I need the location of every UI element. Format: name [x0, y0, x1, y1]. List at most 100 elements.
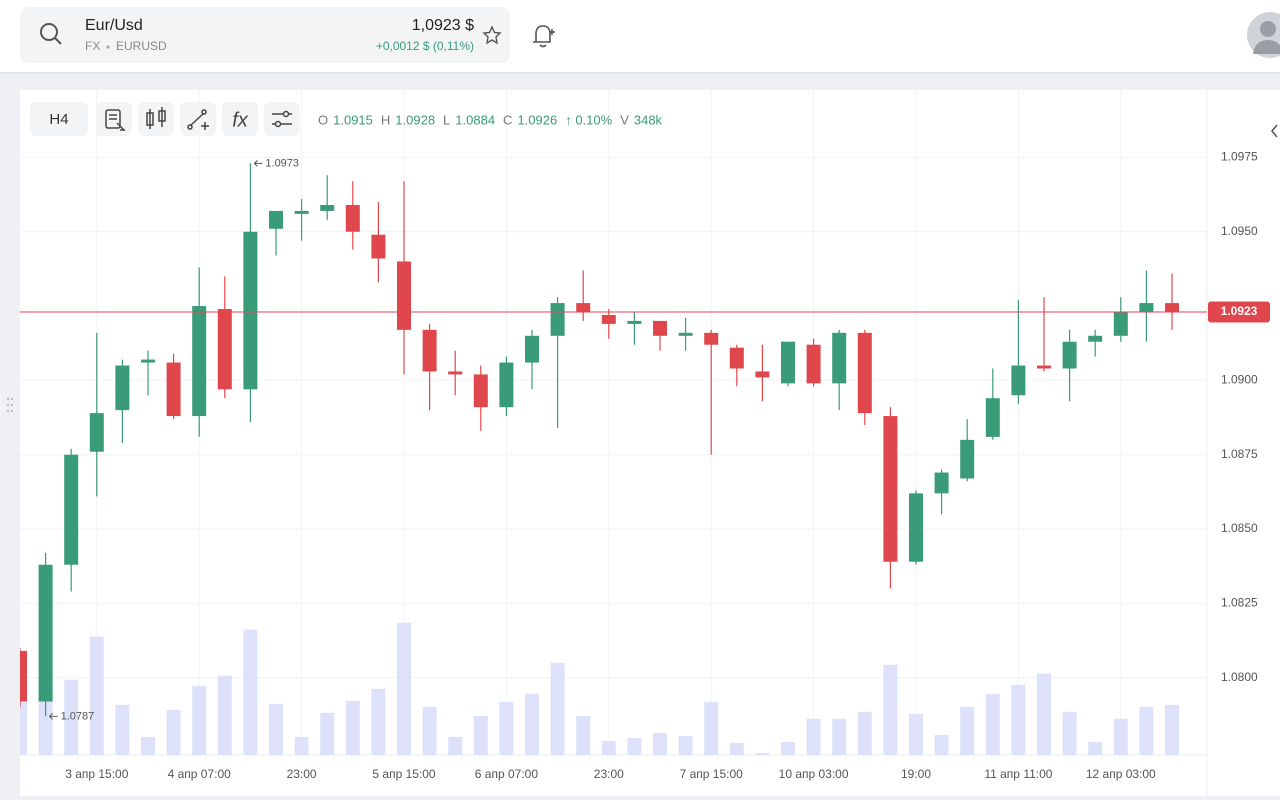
- candle-body: [1011, 365, 1026, 396]
- volume-bar: [1139, 706, 1154, 755]
- volume-bar: [550, 662, 565, 755]
- price-change: +0,0012 $ (0,11%): [376, 39, 474, 53]
- legend-value: 1.0884: [455, 112, 495, 127]
- high-marker: 1.0973: [265, 157, 299, 169]
- volume-bar: [525, 693, 539, 755]
- top-bar-shadow: [0, 72, 1280, 74]
- favorite-star[interactable]: [482, 25, 502, 45]
- y-tick-label: 1.0800: [1221, 670, 1258, 684]
- resize-handle[interactable]: [7, 398, 13, 412]
- marker-arrow: [48, 712, 58, 720]
- indicators-icon: fx: [232, 109, 249, 131]
- volume-bar: [909, 713, 923, 755]
- market: FX: [85, 39, 100, 53]
- candle-body: [217, 309, 232, 390]
- volume-bar: [38, 689, 53, 755]
- settings-button[interactable]: [264, 102, 300, 136]
- volume-bar: [89, 636, 104, 755]
- volume-bar: [20, 672, 27, 755]
- legend-label: O: [318, 112, 328, 127]
- volume-bar: [345, 700, 360, 755]
- volume-bar: [678, 735, 693, 755]
- candle-body: [64, 454, 79, 565]
- candle-body: [1088, 335, 1103, 342]
- candle-body: [755, 371, 770, 378]
- candle-body: [909, 493, 923, 562]
- current-price-tag: [1208, 301, 1270, 323]
- separator-dot: [106, 45, 110, 49]
- volume-bar: [1037, 673, 1051, 755]
- candle-body: [1165, 303, 1179, 313]
- volume-bar: [294, 736, 309, 755]
- candle-body: [601, 314, 616, 324]
- volume-bar: [806, 718, 821, 755]
- candle-body: [781, 341, 795, 384]
- indicators-button[interactable]: [222, 102, 258, 136]
- volume-bar: [704, 701, 719, 755]
- candle-body: [627, 320, 642, 324]
- alert-bell[interactable]: [533, 25, 555, 48]
- candle-body: [320, 204, 335, 211]
- volume-bar: [320, 712, 335, 755]
- candle-body: [269, 210, 283, 229]
- template-icon: [105, 109, 126, 131]
- search-box[interactable]: [20, 7, 510, 63]
- search-icon[interactable]: [40, 23, 62, 45]
- volume-bar: [422, 706, 437, 755]
- candle-body: [499, 362, 514, 408]
- chart-panel: [20, 90, 1280, 796]
- volume-bar: [217, 675, 232, 755]
- candle-body: [243, 231, 258, 390]
- volume-bar: [781, 742, 795, 755]
- y-tick-label: 1.0825: [1221, 596, 1258, 610]
- candle-body: [550, 303, 565, 336]
- volume-bar: [448, 736, 463, 755]
- legend-value: 1.0926: [517, 112, 557, 127]
- collapse-chevron[interactable]: [1271, 124, 1278, 138]
- y-tick-label: 1.0950: [1221, 224, 1258, 238]
- volume-bar: [1062, 711, 1077, 755]
- candle-body: [345, 204, 360, 232]
- volume-bar: [960, 706, 975, 755]
- current-price-label: 1.0923: [1221, 304, 1258, 318]
- candle-body: [525, 335, 539, 363]
- volume-bar: [115, 704, 130, 755]
- y-tick-label: 1.0875: [1221, 447, 1258, 461]
- legend-change: ↑ 0.10%: [565, 112, 612, 127]
- legend-volume: 348k: [634, 112, 663, 127]
- volume-bar: [397, 622, 411, 755]
- volume-bar: [1088, 742, 1103, 755]
- volume-bar: [473, 715, 488, 755]
- candle-body: [192, 306, 207, 417]
- candle-body: [20, 650, 27, 702]
- volume-bar: [832, 718, 847, 755]
- interval-button[interactable]: [30, 102, 88, 136]
- volume-bar: [243, 629, 258, 755]
- x-tick-label: 19:00: [901, 767, 931, 781]
- candle-body: [397, 261, 411, 330]
- volume-bar: [576, 715, 591, 755]
- volume-bar: [934, 734, 949, 755]
- avatar-head: [1260, 21, 1276, 37]
- candle-body: [678, 332, 693, 336]
- candle-body: [704, 332, 719, 345]
- chart-type-button[interactable]: [138, 102, 174, 136]
- legend-label: V: [620, 112, 629, 127]
- volume-bar: [499, 701, 514, 755]
- ohlc-legend: O 1.0915 H 1.0928 L 1.0884 C 1.0926 ↑ 0.10% V 348k: [318, 112, 663, 127]
- low-marker: 1.0787: [61, 710, 95, 722]
- x-tick-label: 5 апр 15:00: [372, 767, 436, 781]
- price: 1,0923 $: [412, 17, 474, 34]
- candle-body: [857, 332, 872, 414]
- volume-bar: [857, 711, 872, 755]
- candle-body: [832, 332, 847, 384]
- volume-bar: [192, 685, 207, 755]
- candle-body: [729, 347, 744, 369]
- legend-label: L: [443, 112, 450, 127]
- y-tick-label: 1.0850: [1221, 521, 1258, 535]
- candle-body: [294, 210, 309, 214]
- symbol-name: Eur/Usd: [85, 17, 143, 34]
- x-tick-label: 23:00: [594, 767, 624, 781]
- volume-bar: [653, 732, 667, 755]
